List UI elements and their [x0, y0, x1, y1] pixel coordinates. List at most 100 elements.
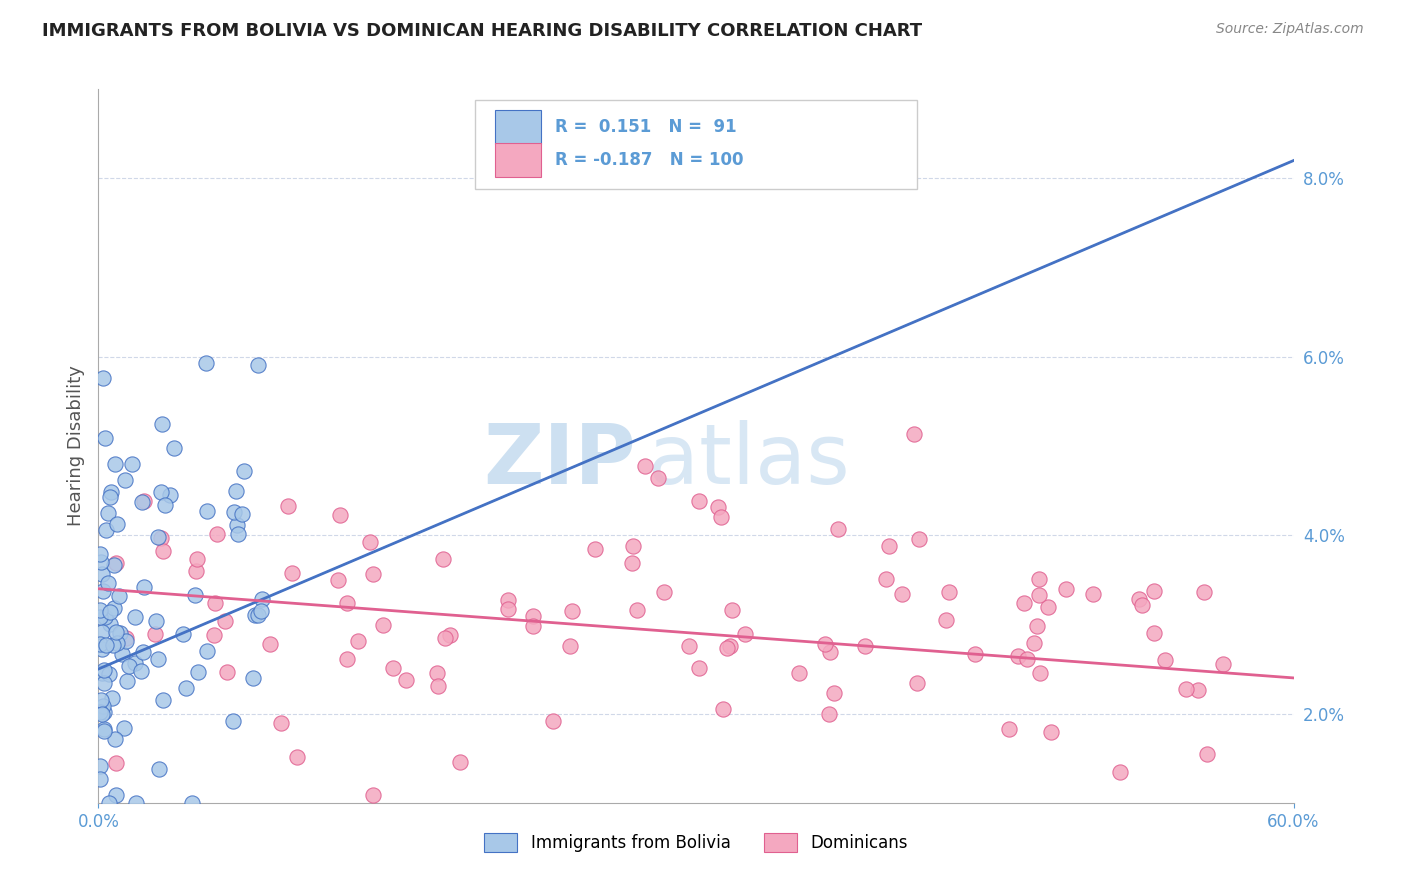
Point — [381, 661, 404, 675]
Point — [94, 523, 117, 537]
Point — [938, 585, 960, 599]
Point — [336, 596, 359, 610]
Point — [89, 772, 111, 786]
Point — [93, 431, 115, 445]
Text: Source: ZipAtlas.com: Source: ZipAtlas.com — [1216, 22, 1364, 37]
Point — [905, 675, 928, 690]
Point — [108, 626, 131, 640]
Point — [1081, 586, 1104, 600]
Point — [202, 628, 225, 642]
Point — [277, 500, 299, 514]
Point — [222, 714, 245, 728]
Point — [820, 645, 842, 659]
FancyBboxPatch shape — [495, 143, 541, 177]
Point — [93, 706, 115, 720]
Point — [621, 539, 644, 553]
Point — [359, 534, 381, 549]
Point — [114, 634, 136, 648]
Point — [121, 457, 143, 471]
Point — [145, 627, 167, 641]
Point — [146, 652, 169, 666]
Point — [1143, 626, 1166, 640]
Point — [90, 566, 112, 581]
Y-axis label: Hearing Disability: Hearing Disability — [66, 366, 84, 526]
Point — [207, 526, 229, 541]
Point — [654, 585, 676, 599]
Point — [688, 661, 710, 675]
Point — [195, 356, 218, 370]
Point — [91, 698, 114, 713]
Point — [105, 789, 128, 803]
Point — [90, 555, 112, 569]
Point — [231, 507, 253, 521]
Point — [361, 567, 384, 582]
Point — [96, 638, 118, 652]
Point — [1130, 598, 1153, 612]
Point — [787, 665, 810, 680]
Point — [149, 485, 172, 500]
Point — [96, 576, 118, 591]
Point — [823, 685, 845, 699]
Point — [152, 544, 174, 558]
Point — [908, 533, 931, 547]
Point — [117, 674, 139, 689]
Point — [1197, 747, 1219, 762]
Point — [245, 608, 267, 623]
Text: ZIP: ZIP — [484, 420, 637, 500]
Point — [125, 796, 148, 810]
Point — [124, 656, 146, 670]
Point — [101, 639, 124, 653]
Point — [891, 587, 914, 601]
Point — [89, 603, 111, 617]
Point — [104, 731, 127, 746]
Point — [105, 756, 128, 771]
Point — [875, 572, 897, 586]
Point — [204, 596, 226, 610]
Point — [184, 588, 207, 602]
Point — [496, 602, 519, 616]
Point — [93, 723, 115, 738]
Point — [1175, 681, 1198, 696]
Point — [91, 666, 114, 681]
Point — [172, 627, 194, 641]
Point — [814, 636, 837, 650]
Point — [89, 637, 111, 651]
Text: R = -0.187   N = 100: R = -0.187 N = 100 — [555, 151, 744, 169]
Point — [561, 604, 583, 618]
Point — [100, 616, 122, 631]
Point — [98, 491, 121, 505]
Point — [114, 473, 136, 487]
Point — [1022, 636, 1045, 650]
Point — [145, 614, 167, 628]
Point — [97, 667, 120, 681]
Point — [1028, 589, 1050, 603]
Point — [93, 663, 115, 677]
Point — [522, 619, 544, 633]
Point — [90, 624, 112, 639]
Point — [688, 494, 710, 508]
Point — [734, 627, 756, 641]
Point — [1212, 657, 1234, 672]
Point — [103, 600, 125, 615]
Point — [115, 631, 138, 645]
Point — [98, 605, 121, 619]
Point — [1039, 725, 1062, 739]
Point — [124, 609, 146, 624]
Point — [963, 647, 986, 661]
Point — [432, 551, 454, 566]
FancyBboxPatch shape — [475, 100, 917, 189]
Point — [91, 642, 114, 657]
Point — [134, 580, 156, 594]
Point — [226, 517, 249, 532]
Point — [104, 458, 127, 472]
FancyBboxPatch shape — [495, 110, 541, 145]
Point — [336, 652, 359, 666]
Point — [103, 558, 125, 573]
Point — [195, 644, 218, 658]
Point — [89, 706, 111, 720]
Point — [1029, 665, 1052, 680]
Point — [100, 485, 122, 500]
Point — [105, 625, 128, 640]
Point — [285, 750, 308, 764]
Point — [426, 666, 449, 681]
